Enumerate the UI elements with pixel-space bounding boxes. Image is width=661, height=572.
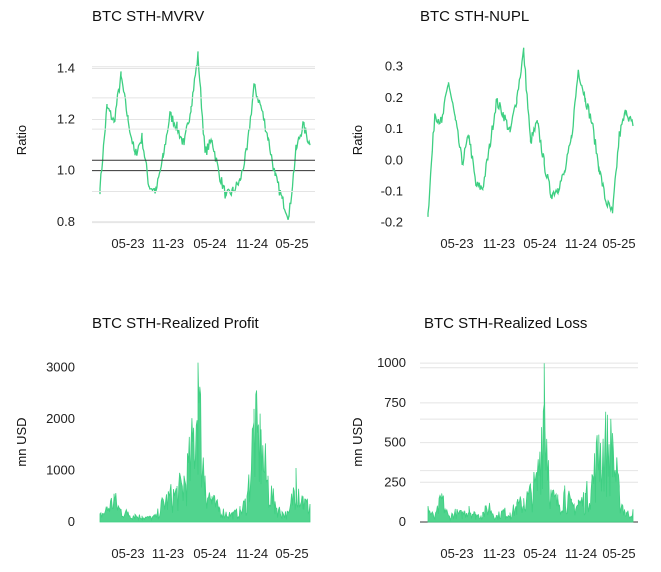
y-tick-label: 1.2	[57, 112, 75, 127]
y-tick-label: 250	[384, 474, 406, 489]
y-tick-label: 0.0	[385, 152, 403, 167]
y-tick-labels: 0.8 1.0 1.2 1.4	[57, 60, 75, 228]
x-tick-label: 11-24	[565, 546, 597, 561]
x-tick-labels: 05-23 11-23 05-24 11-24 05-25	[111, 546, 308, 561]
y-tick-labels: 3000 2000 1000 0	[46, 360, 75, 529]
y-axis-label: Ratio	[14, 125, 29, 155]
y-tick-label: 1000	[46, 463, 75, 478]
chart-title: BTC STH-NUPL	[420, 8, 529, 25]
panel-sth-realized-loss: BTC STH-Realized Loss mn USD 1000 750 500 2…	[350, 315, 638, 561]
y-tick-label: 0.3	[385, 59, 403, 74]
y-tick-label: 3000	[46, 360, 75, 375]
x-tick-label: 11-23	[483, 546, 515, 561]
y-tick-label: 1.0	[57, 163, 75, 178]
y-tick-label: 0.1	[385, 121, 403, 136]
x-tick-label: 05-25	[602, 236, 635, 251]
series-line	[427, 47, 634, 217]
y-tick-labels: 1000 750 500 250 0	[377, 355, 406, 529]
x-tick-label: 11-24	[236, 236, 268, 251]
grid-lines	[92, 67, 315, 223]
x-tick-labels: 05-23 11-23 05-24 11-24 05-25	[111, 236, 308, 251]
x-tick-label: 05-24	[523, 546, 556, 561]
y-tick-label: 2000	[46, 411, 75, 426]
x-tick-label: 05-25	[275, 236, 308, 251]
x-tick-label: 05-23	[440, 546, 473, 561]
y-tick-label: 0.2	[385, 90, 403, 105]
y-axis-label: mn USD	[350, 417, 365, 466]
y-tick-label: -0.2	[381, 215, 403, 230]
x-tick-label: 05-23	[440, 236, 473, 251]
panel-sth-mvrv: BTC STH-MVRV Ratio 0.8 1.0 1.2 1.4 05-23 11-…	[14, 8, 315, 251]
y-axis-label: mn USD	[14, 417, 29, 466]
x-tick-label: 05-23	[111, 546, 144, 561]
series-layer	[427, 47, 634, 217]
y-tick-labels: 0.3 0.2 0.1 0.0 -0.1 -0.2	[381, 59, 403, 230]
series-layer	[427, 363, 634, 523]
x-tick-label: 05-24	[193, 546, 226, 561]
x-tick-label: 11-23	[483, 236, 515, 251]
series-area	[99, 362, 311, 523]
x-tick-label: 05-25	[275, 546, 308, 561]
chart-title: BTC STH-MVRV	[92, 8, 204, 25]
series-layer	[99, 362, 311, 523]
y-tick-label: 500	[384, 435, 406, 450]
y-tick-label: 1000	[377, 355, 406, 370]
chart-title: BTC STH-Realized Loss	[424, 315, 587, 332]
x-tick-label: 05-23	[111, 236, 144, 251]
y-tick-label: 1.4	[57, 60, 75, 75]
x-tick-label: 11-23	[152, 236, 184, 251]
x-tick-label: 05-25	[602, 546, 635, 561]
y-tick-label: 0.8	[57, 214, 75, 229]
grid-lines	[92, 66, 315, 224]
x-tick-labels: 05-23 11-23 05-24 11-24 05-25	[440, 546, 635, 561]
x-tick-label: 11-23	[152, 546, 184, 561]
y-tick-label: -0.1	[381, 183, 403, 198]
x-tick-labels: 05-23 11-23 05-24 11-24 05-25	[440, 236, 635, 251]
y-tick-label: 0	[399, 514, 406, 529]
x-tick-label: 11-24	[236, 546, 268, 561]
series-layer	[99, 51, 311, 220]
series-line	[99, 51, 311, 220]
x-tick-label: 11-24	[565, 236, 597, 251]
x-tick-label: 05-24	[193, 236, 226, 251]
y-tick-label: 750	[384, 395, 406, 410]
x-tick-label: 05-24	[523, 236, 556, 251]
series-area	[427, 363, 634, 523]
y-axis-label: Ratio	[350, 125, 365, 155]
chart-title: BTC STH-Realized Profit	[92, 315, 260, 332]
y-tick-label: 0	[68, 514, 75, 529]
panel-sth-nupl: BTC STH-NUPL Ratio 0.30.20.10.0-0.1-0.2 …	[92, 8, 636, 251]
